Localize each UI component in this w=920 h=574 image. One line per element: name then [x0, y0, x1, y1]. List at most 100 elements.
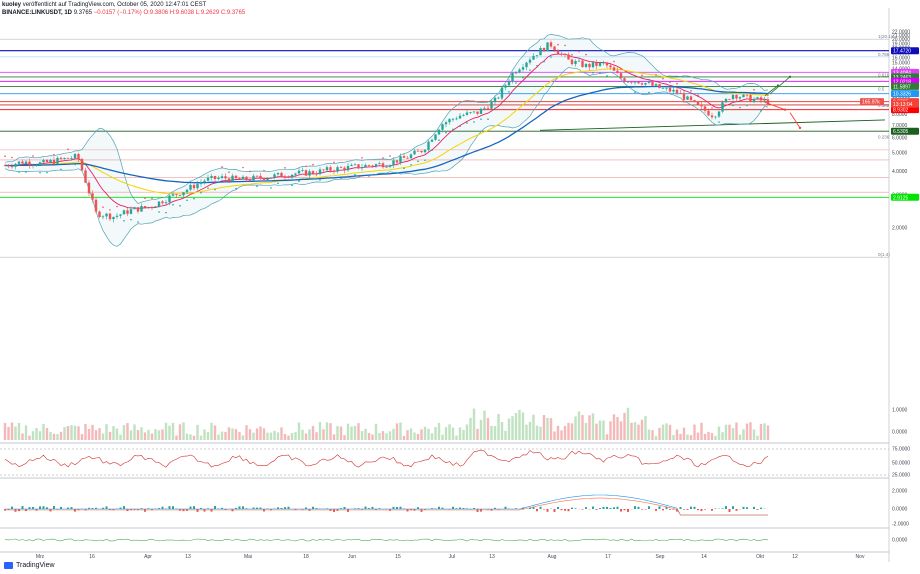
psar-dot [193, 197, 195, 200]
volume-bar [143, 432, 147, 440]
macd-histogram-bar [532, 506, 535, 509]
candle-body [717, 111, 721, 117]
macd-histogram-bar [616, 506, 619, 509]
candle-body [479, 108, 483, 114]
candle-body [287, 177, 290, 178]
macd-histogram-bar [417, 507, 419, 509]
candle [539, 45, 542, 56]
volume-bar [210, 422, 213, 440]
volume-bar [381, 431, 385, 440]
candle [724, 97, 728, 104]
candle-body [427, 141, 430, 150]
macd-histogram-bar [560, 509, 563, 511]
psar-dot [585, 53, 587, 56]
candle-body [591, 62, 595, 68]
macd-histogram-bar [620, 509, 622, 512]
volume-bar [402, 435, 406, 440]
psar-dot [242, 166, 244, 169]
volume-bar [605, 434, 609, 440]
candle [462, 113, 465, 117]
macd-histogram-bar [592, 506, 594, 509]
macd-histogram-bar [504, 506, 507, 509]
candle [637, 81, 640, 84]
macd-histogram-bar [480, 509, 482, 512]
candle [630, 80, 633, 85]
candle-body [161, 201, 164, 204]
candle [63, 157, 66, 160]
candle-body [616, 70, 619, 74]
volume-bar [651, 430, 654, 440]
candle [399, 153, 402, 166]
candle [423, 148, 427, 154]
candle-body [234, 175, 238, 179]
candle-body [448, 119, 451, 123]
volume-bar [462, 429, 465, 440]
candle [259, 172, 262, 180]
candle-body [136, 207, 140, 212]
x-tick-label: Okt [756, 554, 764, 560]
candle [668, 85, 672, 94]
tradingview-logo-icon [4, 562, 13, 569]
candle [413, 148, 416, 155]
x-tick-label: 13 [489, 554, 495, 560]
volume-bar [332, 434, 336, 440]
candle-body [374, 164, 378, 167]
volume-bar [413, 432, 416, 440]
candle-body [483, 107, 486, 109]
candle [164, 199, 168, 205]
macd-histogram-bar [693, 506, 696, 509]
volume-bar [49, 431, 52, 440]
candle-body [66, 157, 70, 159]
macd-histogram-bar [42, 506, 45, 509]
candle-body [129, 209, 133, 214]
candle [203, 179, 206, 185]
candle-body [115, 215, 119, 217]
x-tick-label: Aug [548, 554, 557, 560]
macd-histogram-bar [46, 507, 48, 509]
candle [532, 53, 535, 60]
psar-dot [578, 50, 580, 53]
candle [122, 209, 126, 215]
macd-histogram-bar [732, 506, 734, 509]
projection-arrow [764, 85, 779, 96]
candle [45, 158, 49, 163]
macd-histogram-bar [606, 506, 608, 509]
psar-dot [515, 82, 517, 84]
candle [238, 177, 241, 180]
macd-histogram-bar [158, 508, 160, 509]
oscillator-line [4, 538, 769, 542]
candle [262, 177, 266, 182]
macd-histogram-bar [704, 509, 706, 510]
candle-body [203, 180, 206, 183]
psar-dot [683, 89, 685, 92]
volume-bar [24, 425, 28, 440]
volume-bar [640, 419, 644, 440]
volume-bar [203, 429, 206, 440]
psar-dot [536, 64, 538, 67]
candle [675, 87, 679, 96]
volume-bar [609, 421, 612, 440]
candle [38, 161, 42, 166]
candle-body [325, 167, 329, 171]
candle [343, 166, 346, 174]
candle [70, 155, 73, 161]
candle-body [630, 81, 633, 83]
candle-body [504, 85, 507, 88]
candle [420, 150, 423, 154]
candle-body [381, 163, 385, 168]
candle [294, 172, 297, 177]
candle [315, 170, 318, 177]
candle-body [444, 122, 448, 125]
candle-body [574, 61, 577, 65]
macd-histogram-bar [371, 506, 374, 509]
candle [35, 163, 38, 168]
volume-bar [122, 425, 126, 440]
candle-body [98, 211, 101, 218]
candle-body [472, 111, 476, 113]
candle [234, 175, 238, 179]
candle [682, 91, 686, 104]
macd-histogram-bar [196, 509, 199, 512]
macd-histogram-bar [725, 506, 727, 509]
candle [605, 61, 609, 69]
